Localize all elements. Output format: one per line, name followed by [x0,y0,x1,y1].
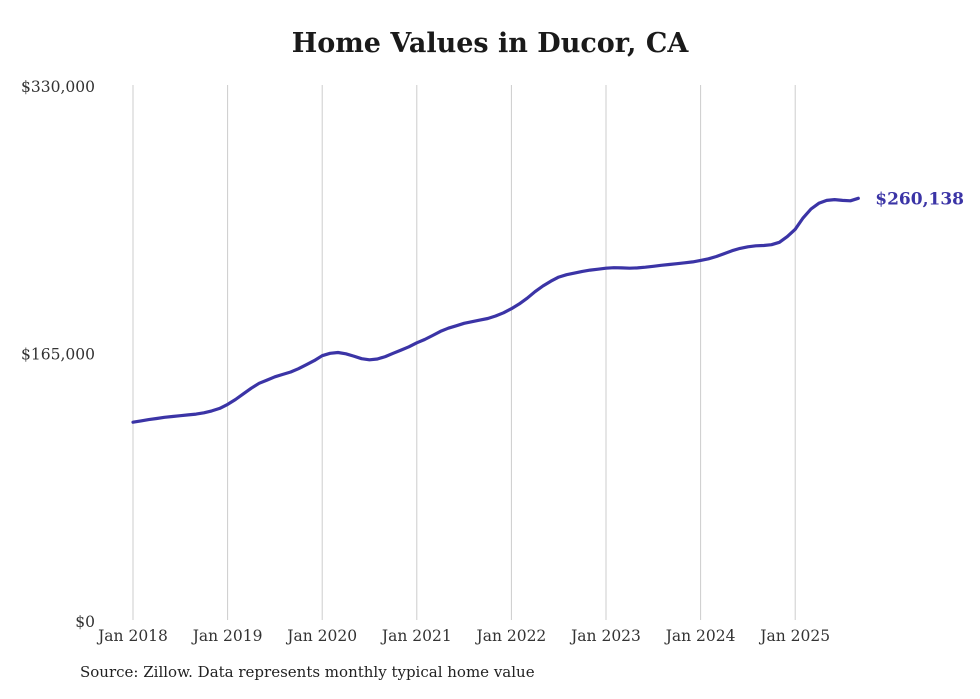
x-tick-label: Jan 2019 [191,627,263,645]
x-tick-label: Jan 2024 [664,627,736,645]
y-axis-labels: $0 $165,000 $330,000 [21,78,95,631]
home-value-line [131,196,860,424]
source-note: Source: Zillow. Data represents monthly … [80,663,535,681]
end-value-label: $260,138 [875,189,964,209]
y-tick-label: $165,000 [21,346,95,364]
x-tick-label: Jan 2018 [96,627,168,645]
chart-title: Home Values in Ducor, CA [291,28,689,59]
gridlines [132,85,796,620]
x-tick-label: Jan 2022 [474,627,546,645]
y-tick-label: $330,000 [21,78,95,96]
x-tick-label: Jan 2021 [380,627,452,645]
y-tick-label: $0 [75,613,95,631]
x-tick-label: Jan 2020 [285,627,357,645]
x-tick-label: Jan 2025 [758,627,830,645]
x-axis-labels: Jan 2018 Jan 2019 Jan 2020 Jan 2021 Jan 2022… [96,627,830,645]
x-tick-label: Jan 2023 [569,627,641,645]
